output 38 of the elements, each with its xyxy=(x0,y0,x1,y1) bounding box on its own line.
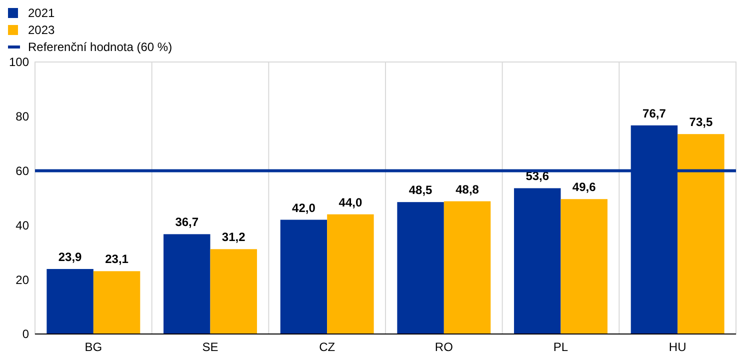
legend-label: 2021 xyxy=(28,6,56,20)
data-label: 23,9 xyxy=(58,250,82,264)
bar xyxy=(560,199,608,334)
data-label: 31,2 xyxy=(222,230,246,244)
x-tick-label: HU xyxy=(668,340,686,354)
x-tick-label: CZ xyxy=(319,340,336,354)
data-label: 49,6 xyxy=(572,180,596,194)
x-tick-label: PL xyxy=(553,340,568,354)
x-tick-label: RO xyxy=(434,340,453,354)
data-label: 76,7 xyxy=(642,106,666,120)
bar xyxy=(514,188,561,334)
bar xyxy=(164,234,210,334)
y-tick-label: 40 xyxy=(16,218,30,232)
y-tick-label: 0 xyxy=(22,327,30,342)
bar xyxy=(444,201,491,334)
bar xyxy=(678,134,724,334)
bar xyxy=(46,268,94,334)
x-tick-label: BG xyxy=(84,340,102,354)
bar xyxy=(280,220,328,334)
bar xyxy=(397,202,444,334)
bar xyxy=(210,249,257,334)
bar xyxy=(93,271,140,334)
x-tick-label: SE xyxy=(202,340,218,354)
legend-label: Referenční hodnota (60 %) xyxy=(28,40,172,54)
data-label: 48,8 xyxy=(456,182,480,196)
data-label: 36,7 xyxy=(175,215,199,230)
y-tick-label: 80 xyxy=(16,110,30,124)
bar xyxy=(327,214,374,334)
data-label: 73,5 xyxy=(689,115,713,130)
data-label: 48,5 xyxy=(408,183,433,198)
y-tick-label: 60 xyxy=(16,164,30,178)
y-tick-label: 20 xyxy=(16,272,30,287)
data-label: 23,1 xyxy=(105,252,129,266)
data-label: 44,0 xyxy=(338,195,362,210)
y-tick-label: 100 xyxy=(8,55,30,70)
data-label: 42,0 xyxy=(292,200,316,215)
legend-label: 2023 xyxy=(28,23,56,38)
data-label: 53,6 xyxy=(526,169,550,184)
